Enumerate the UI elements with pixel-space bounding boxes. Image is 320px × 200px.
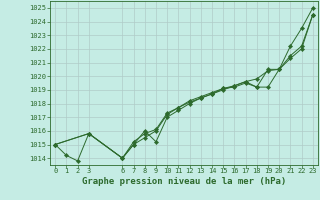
X-axis label: Graphe pression niveau de la mer (hPa): Graphe pression niveau de la mer (hPa)	[82, 177, 286, 186]
